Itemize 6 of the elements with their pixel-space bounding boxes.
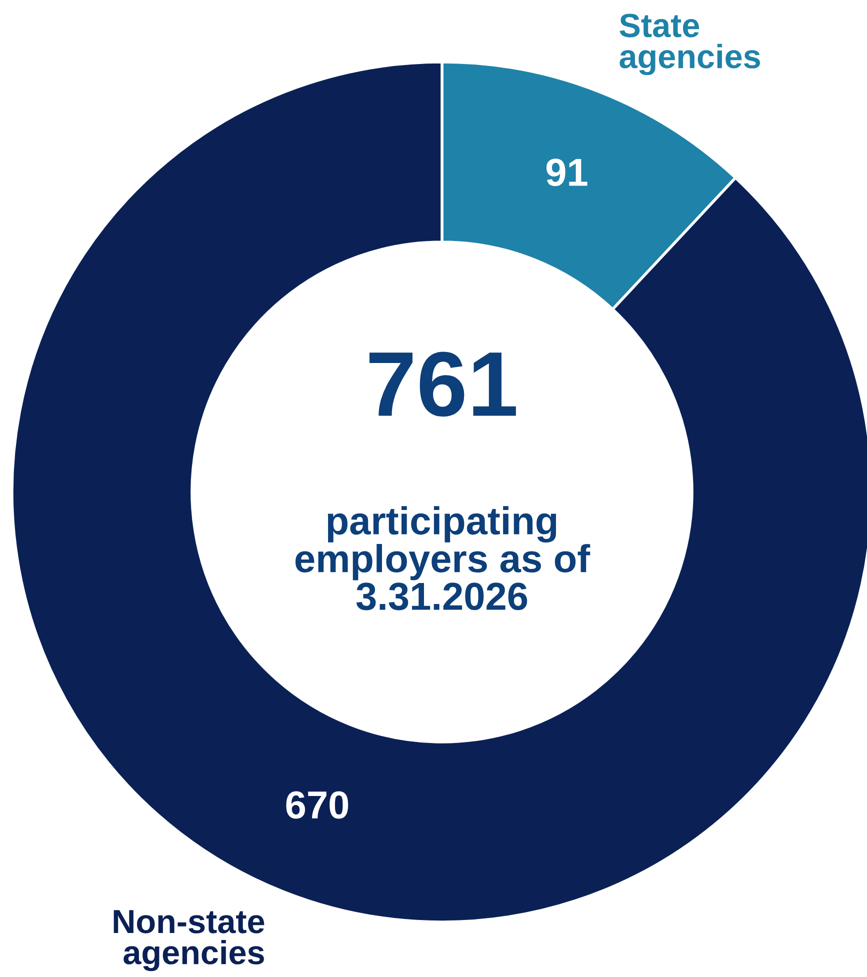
data-label: 670	[286, 791, 348, 819]
slice-label: State agencies	[620, 14, 760, 76]
text: participating employers as of 3.31.2026	[295, 506, 590, 610]
data-label: 91	[546, 158, 588, 186]
slice-label: Non-state agencies	[114, 910, 264, 972]
text: 761	[369, 352, 516, 417]
